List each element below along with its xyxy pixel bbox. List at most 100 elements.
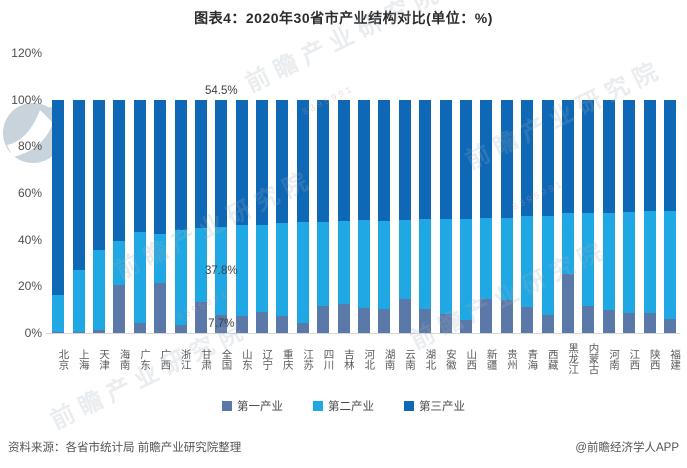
segment-第三产业 [113,99,126,241]
chart-title: 图表4：2020年30省市产业结构对比(单位：%) [194,10,493,26]
bar-column-湖北 [415,53,435,333]
segment-第二产业 [602,213,615,311]
legend-item-第一产业: 第一产业 [222,398,283,414]
bar-column-河北 [354,53,374,333]
y-tick-label: 100% [11,92,42,107]
segment-第三产业 [296,99,309,223]
x-label-wrap: 湖北 [415,339,436,379]
bar-column-青海 [517,53,537,333]
segment-第一产业 [541,314,554,333]
segment-第三产业 [52,99,65,296]
stacked-bar [358,99,371,333]
segment-第三产业 [500,99,513,219]
segment-第二产业 [113,240,126,286]
segment-第二产业 [643,211,656,313]
x-label-wrap: 浙江 [170,339,192,379]
stacked-bar [256,99,269,333]
x-label-wrap: 福建 [660,339,682,379]
segment-第二产业 [174,229,187,326]
segment-第三产业 [337,99,350,222]
y-tick-label: 120% [11,46,42,60]
segment-第三产业 [256,99,269,225]
legend-swatch [404,401,414,411]
bar-column-海南 [109,53,129,333]
stacked-bar [194,99,207,333]
bar-column-福建 [660,53,680,333]
segment-第三产业 [378,99,391,221]
segment-第三产业 [194,99,207,229]
legend-swatch [222,401,232,411]
segment-第二产业 [92,249,105,330]
stacked-bar [133,99,146,333]
segment-第三产业 [133,99,146,232]
source-note: 资料来源：各省市统计局 前瞻产业研究院整理 [8,442,242,454]
bar-column-安徽 [435,53,455,333]
x-label-wrap: 重庆 [272,339,294,379]
segment-第二产业 [337,221,350,304]
segment-第一产业 [643,312,656,333]
segment-第三产业 [174,99,187,230]
credit-note: @前瞻经济学人APP [575,442,679,454]
segment-第三产业 [72,99,85,271]
segment-第二产业 [296,222,309,323]
segment-第一产业 [296,322,309,333]
segment-第一产业 [663,318,676,333]
stacked-bar [439,99,452,333]
segment-第二产业 [154,234,167,284]
segment-第二产业 [623,211,636,313]
segment-第一产业 [439,313,452,333]
x-axis-label: 重庆 [281,348,294,370]
bar-column-陕西 [639,53,659,333]
segment-第一产业 [500,300,513,333]
stacked-bar [500,99,513,333]
x-axis-label: 西藏 [546,348,559,370]
segment-第三产业 [92,99,105,250]
bar-column-云南 [395,53,415,333]
bar-column-内蒙古 [578,53,598,333]
stacked-bar [582,99,595,333]
stacked-bar [561,99,574,333]
segment-第一产业 [133,322,146,333]
segment-第一产业 [72,332,85,333]
bar-column-上海 [68,53,88,333]
segment-第一产业 [92,329,105,333]
stacked-bar [480,99,493,333]
x-axis-label: 内蒙古 [587,343,600,375]
bar-column-江苏 [293,53,313,333]
segment-第三产业 [643,99,656,212]
legend: 第一产业 第二产业 第三产业 [0,398,687,414]
segment-第三产业 [582,99,595,214]
legend-label: 第一产业 [237,401,283,413]
segment-第一产业 [256,311,269,333]
stacked-bar [92,99,105,333]
legend-swatch [313,401,323,411]
segment-第一产业 [113,285,126,333]
bar-series-container [48,53,680,333]
segment-第二产业 [663,210,676,319]
x-axis-label: 福建 [669,348,682,370]
stacked-bar [276,99,289,333]
x-axis-label: 山西 [465,348,478,370]
x-label-wrap: 北京 [48,339,69,379]
bar-column-北京 [48,53,68,333]
bar-column-天津 [89,53,109,333]
bar-column-浙江 [170,53,190,333]
segment-第一产业 [419,309,432,333]
x-label-wrap: 全国 [211,339,233,379]
segment-第二产业 [194,228,207,302]
x-label-wrap: 云南 [395,339,416,379]
x-label-wrap: 江西 [619,339,640,379]
segment-第二产业 [480,217,493,300]
segment-第三产业 [561,99,574,214]
x-axis-label: 山东 [240,348,253,370]
x-label-wrap: 安徽 [435,339,457,379]
segment-第二产业 [378,220,391,310]
x-axis-label: 甘肃 [200,348,213,370]
label-primary-share: 7.7% [208,318,235,331]
x-axis-label: 广东 [138,348,151,370]
bar-column-西藏 [537,53,557,333]
stacked-bar [215,99,228,333]
segment-第三产业 [276,99,289,223]
segment-第二产业 [460,218,472,321]
segment-第一产业 [623,312,636,333]
